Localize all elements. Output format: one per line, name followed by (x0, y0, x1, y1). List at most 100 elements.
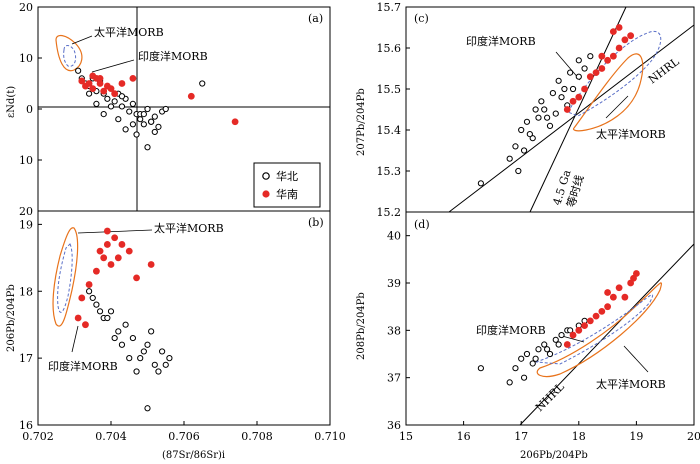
north-china-point (148, 118, 155, 125)
panel-d-frame (405, 211, 695, 426)
south-china-point (592, 312, 600, 320)
y-tick-label: 10 (19, 52, 33, 65)
panel-c-indian-morb-field (567, 30, 662, 117)
south-china-point (133, 274, 140, 282)
south-china-point (633, 270, 640, 277)
x-tick-label: 18 (572, 430, 586, 443)
north-china-point (546, 122, 554, 130)
north-china-point (552, 110, 559, 117)
south-china-point (147, 261, 155, 268)
x-tick-label: 17 (514, 430, 528, 443)
south-china-point (111, 234, 119, 242)
south-china-point (586, 317, 594, 325)
north-china-point (541, 341, 548, 348)
south-china-point (96, 75, 104, 82)
south-china-point (621, 36, 629, 44)
north-china-point (126, 108, 133, 115)
north-china-point (104, 95, 111, 102)
north-china-point (512, 365, 519, 372)
north-china-point (151, 361, 158, 368)
y-tick-label: 18 (19, 285, 33, 298)
panel-b-pacific-arrow (77, 229, 153, 234)
south-china-point (598, 65, 606, 72)
south-china-point (96, 80, 104, 87)
north-china-point (581, 65, 588, 72)
panel-c-frame (405, 6, 695, 213)
north-china-point (567, 69, 574, 76)
north-china-point (137, 116, 144, 123)
north-china-point (555, 77, 562, 84)
north-china-point (111, 98, 118, 105)
north-china-point (535, 114, 542, 121)
y-tick-label: 15.3 (377, 165, 402, 178)
north-china-point (162, 105, 169, 113)
panel-a-indian-arrow (91, 59, 135, 73)
north-china-point (477, 180, 484, 187)
south-china-point (78, 77, 86, 85)
north-china-point (546, 350, 554, 358)
south-china-point (107, 261, 115, 268)
legend-label-south: 华南 (276, 187, 298, 201)
north-china-point (115, 328, 122, 335)
y-tick-label: 16 (19, 419, 33, 432)
panel-c-indian-label: 印度洋MORB (466, 34, 536, 48)
y-tick-label: 15.4 (377, 124, 402, 137)
south-china-point (129, 75, 137, 82)
panel-c-ylabel: 207Pb/204Pb (356, 88, 367, 156)
north-china-point (549, 90, 556, 97)
south-china-point (187, 92, 195, 100)
x-tick-label: 0.708 (241, 430, 273, 443)
panel-d-pacific-label: 太平洋MORB (596, 377, 666, 391)
y-tick-label: 17 (19, 352, 33, 365)
north-china-point (535, 346, 542, 353)
south-china-point (604, 289, 611, 296)
north-china-point (140, 348, 147, 355)
y-tick-label: 15.5 (377, 83, 402, 96)
south-china-point (89, 85, 97, 92)
y-tick-label: 15.2 (377, 206, 402, 219)
panel-d-pacific-morb-field (536, 282, 662, 378)
north-china-point (529, 360, 536, 367)
panel-c-nhrl-line (448, 24, 695, 213)
south-china-point (615, 24, 623, 31)
north-china-point (118, 103, 126, 110)
panel-b-indian-label: 印度洋MORB (48, 359, 118, 373)
north-china-point (96, 308, 104, 315)
y-tick-label: 36 (387, 419, 401, 432)
south-china-point (85, 80, 93, 87)
south-china-point (604, 56, 611, 64)
north-china-point (93, 100, 100, 108)
north-china-point (151, 128, 158, 136)
south-china-point (563, 106, 571, 113)
x-tick-label: 0.706 (168, 430, 200, 443)
north-china-point (166, 355, 173, 362)
y-tick-label: 39 (387, 277, 401, 290)
north-china-point (558, 331, 565, 339)
north-china-point (148, 328, 155, 335)
y-tick-label: 40 (387, 230, 401, 243)
north-china-point (575, 73, 582, 80)
panel-d-nhrl-line (519, 243, 695, 426)
north-china-point (515, 167, 522, 175)
north-china-point (523, 118, 531, 125)
y-tick-label: 19 (19, 218, 33, 231)
north-china-point (107, 103, 115, 110)
y-tick-label: 20 (19, 1, 33, 14)
north-china-point (532, 106, 539, 113)
south-china-point (82, 321, 89, 329)
tick-layer: 20 10 0 10 20 16 17 18 19 0.702 0.704 0.706 0.708 0.7… (19, 1, 700, 443)
panel-b-letter: (b) (308, 216, 324, 229)
south-china-point (569, 97, 577, 105)
north-china-point (541, 106, 548, 113)
panel-a-pacific-label: 太平洋MORB (94, 25, 164, 39)
panel-d-pacific-arrow (623, 345, 649, 373)
north-china-point (526, 131, 533, 138)
north-china-point (532, 355, 539, 362)
north-china-point (115, 116, 122, 123)
south-china-point (103, 227, 111, 235)
north-china-point (126, 355, 133, 362)
panel-b-ylabel: 206Pb/204Pb (6, 284, 17, 352)
south-china-point (575, 93, 583, 101)
south-china-point (581, 322, 588, 329)
south-china-point (114, 254, 122, 262)
